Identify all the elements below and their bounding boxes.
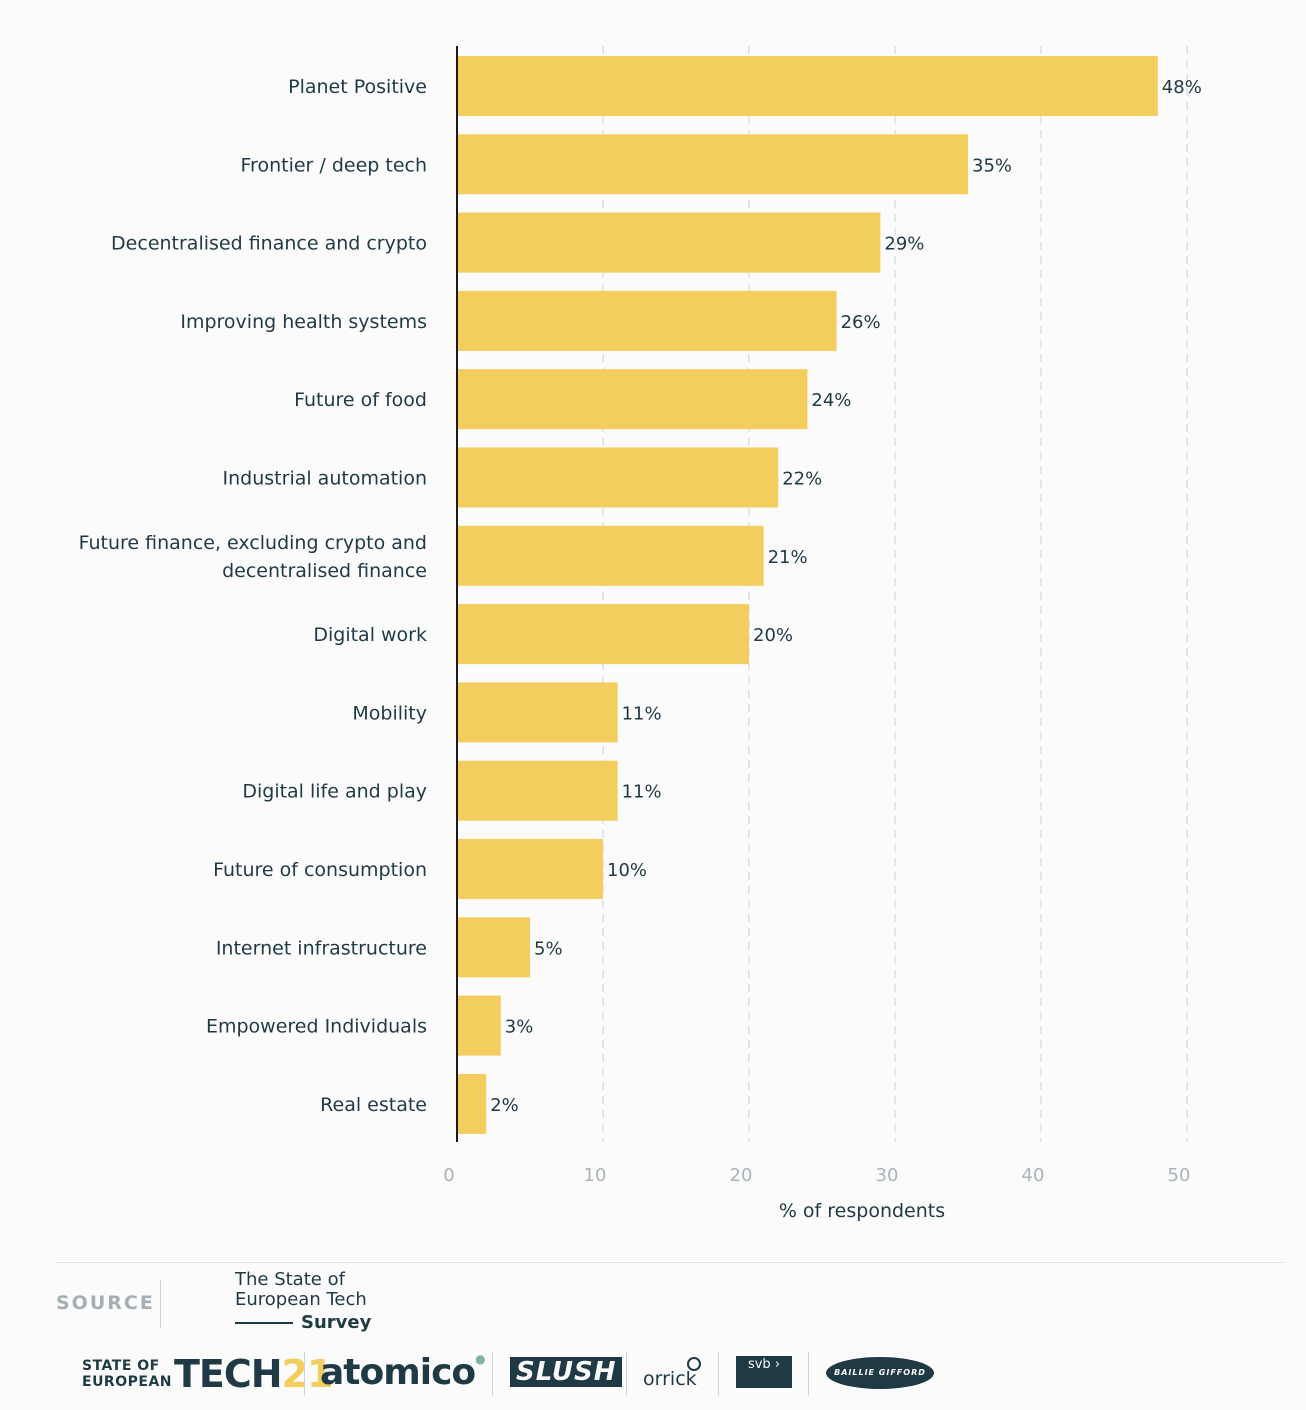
- bar: [457, 525, 764, 586]
- x-tick-label: 50: [1168, 1165, 1191, 1186]
- bar: [457, 604, 749, 665]
- category-label: Digital life and play: [242, 781, 427, 803]
- value-label: 26%: [841, 312, 881, 333]
- value-label: 10%: [607, 860, 647, 881]
- bar: [457, 369, 808, 430]
- category-label: decentralised finance: [222, 560, 427, 582]
- x-tick-label: 20: [730, 1165, 753, 1186]
- value-label: 20%: [753, 625, 793, 646]
- orrick-logo: orrick: [643, 1368, 697, 1390]
- value-label: 5%: [534, 938, 563, 959]
- survey-title-line1: The State of: [235, 1269, 345, 1290]
- category-label: Digital work: [313, 624, 427, 646]
- bar: [457, 917, 530, 978]
- x-tick-label: 0: [443, 1165, 454, 1186]
- footer-divider: [56, 1262, 1284, 1263]
- bar: [457, 447, 779, 508]
- source-label: SOURCE: [56, 1292, 155, 1314]
- category-label: Planet Positive: [288, 76, 427, 98]
- category-label: Real estate: [320, 1094, 427, 1116]
- logo-separator: [718, 1352, 719, 1396]
- x-tick-labels: 0 10 20 30 40 50: [443, 1165, 1190, 1186]
- category-label: Decentralised finance and crypto: [111, 233, 427, 255]
- orrick-ring-icon: [687, 1357, 701, 1371]
- value-label: 3%: [505, 1017, 534, 1038]
- survey-word: Survey: [301, 1312, 372, 1333]
- svb-logo: svb ›: [736, 1356, 792, 1388]
- survey-logo: The State of European Tech Survey: [235, 1270, 385, 1333]
- category-label: Internet infrastructure: [216, 937, 427, 959]
- value-label: 21%: [768, 547, 808, 568]
- value-label: 11%: [622, 782, 662, 803]
- gridlines: [602, 46, 1188, 1142]
- survey-title-line2: European Tech: [235, 1289, 367, 1310]
- baillie-gifford-logo: BAILLIE GIFFORD: [826, 1357, 934, 1389]
- value-label: 2%: [490, 1095, 519, 1116]
- bar: [457, 1073, 487, 1134]
- x-axis-title: % of respondents: [779, 1200, 945, 1222]
- soet-tech: TECH: [174, 1352, 283, 1396]
- category-labels: Planet Positive Frontier / deep tech Decen…: [79, 76, 427, 1116]
- bar: [457, 995, 501, 1056]
- category-label: Mobility: [352, 702, 427, 724]
- value-label: 11%: [622, 703, 662, 724]
- logo-separator: [626, 1352, 627, 1396]
- category-label: Improving health systems: [180, 311, 427, 333]
- soet-line1: STATE OF: [82, 1358, 160, 1374]
- bar: [457, 760, 618, 821]
- bar: [457, 290, 837, 351]
- bar: [457, 839, 603, 899]
- category-label: Industrial automation: [223, 468, 427, 490]
- bar: [457, 682, 618, 743]
- value-label: 48%: [1162, 77, 1202, 98]
- logo-separator: [304, 1352, 305, 1396]
- logo-separator: [808, 1352, 809, 1396]
- logo-separator: [492, 1352, 493, 1396]
- source-separator: [160, 1280, 161, 1328]
- atomico-logo: atomico●: [320, 1352, 486, 1393]
- survey-rule: [235, 1321, 293, 1324]
- bar-chart: Planet Positive Frontier / deep tech Decen…: [79, 46, 1202, 1222]
- value-label: 24%: [811, 390, 851, 411]
- bar: [457, 56, 1158, 116]
- soet-year: 21: [281, 1352, 334, 1396]
- bars: [457, 56, 1158, 1134]
- category-label: Future of consumption: [213, 859, 427, 881]
- state-of-european-tech-logo: STATE OF EUROPEAN TECH21: [82, 1355, 333, 1393]
- category-label: Frontier / deep tech: [241, 154, 427, 176]
- bar: [457, 134, 968, 195]
- value-labels: 48% 35% 29% 26% 24% 22% 21% 20% 11% 11% 10% 5% 3% 2%: [490, 77, 1202, 1116]
- category-label: Future of food: [294, 389, 427, 411]
- bar: [457, 212, 881, 273]
- soet-line2: EUROPEAN: [82, 1374, 172, 1390]
- category-label: Future finance, excluding crypto and: [79, 532, 427, 554]
- x-tick-label: 30: [876, 1165, 899, 1186]
- value-label: 29%: [884, 234, 924, 255]
- x-tick-label: 10: [584, 1165, 607, 1186]
- category-label: Empowered Individuals: [206, 1016, 427, 1038]
- value-label: 22%: [782, 469, 822, 490]
- x-tick-label: 40: [1022, 1165, 1045, 1186]
- slush-logo: SLUSH: [510, 1357, 623, 1387]
- value-label: 35%: [972, 155, 1012, 176]
